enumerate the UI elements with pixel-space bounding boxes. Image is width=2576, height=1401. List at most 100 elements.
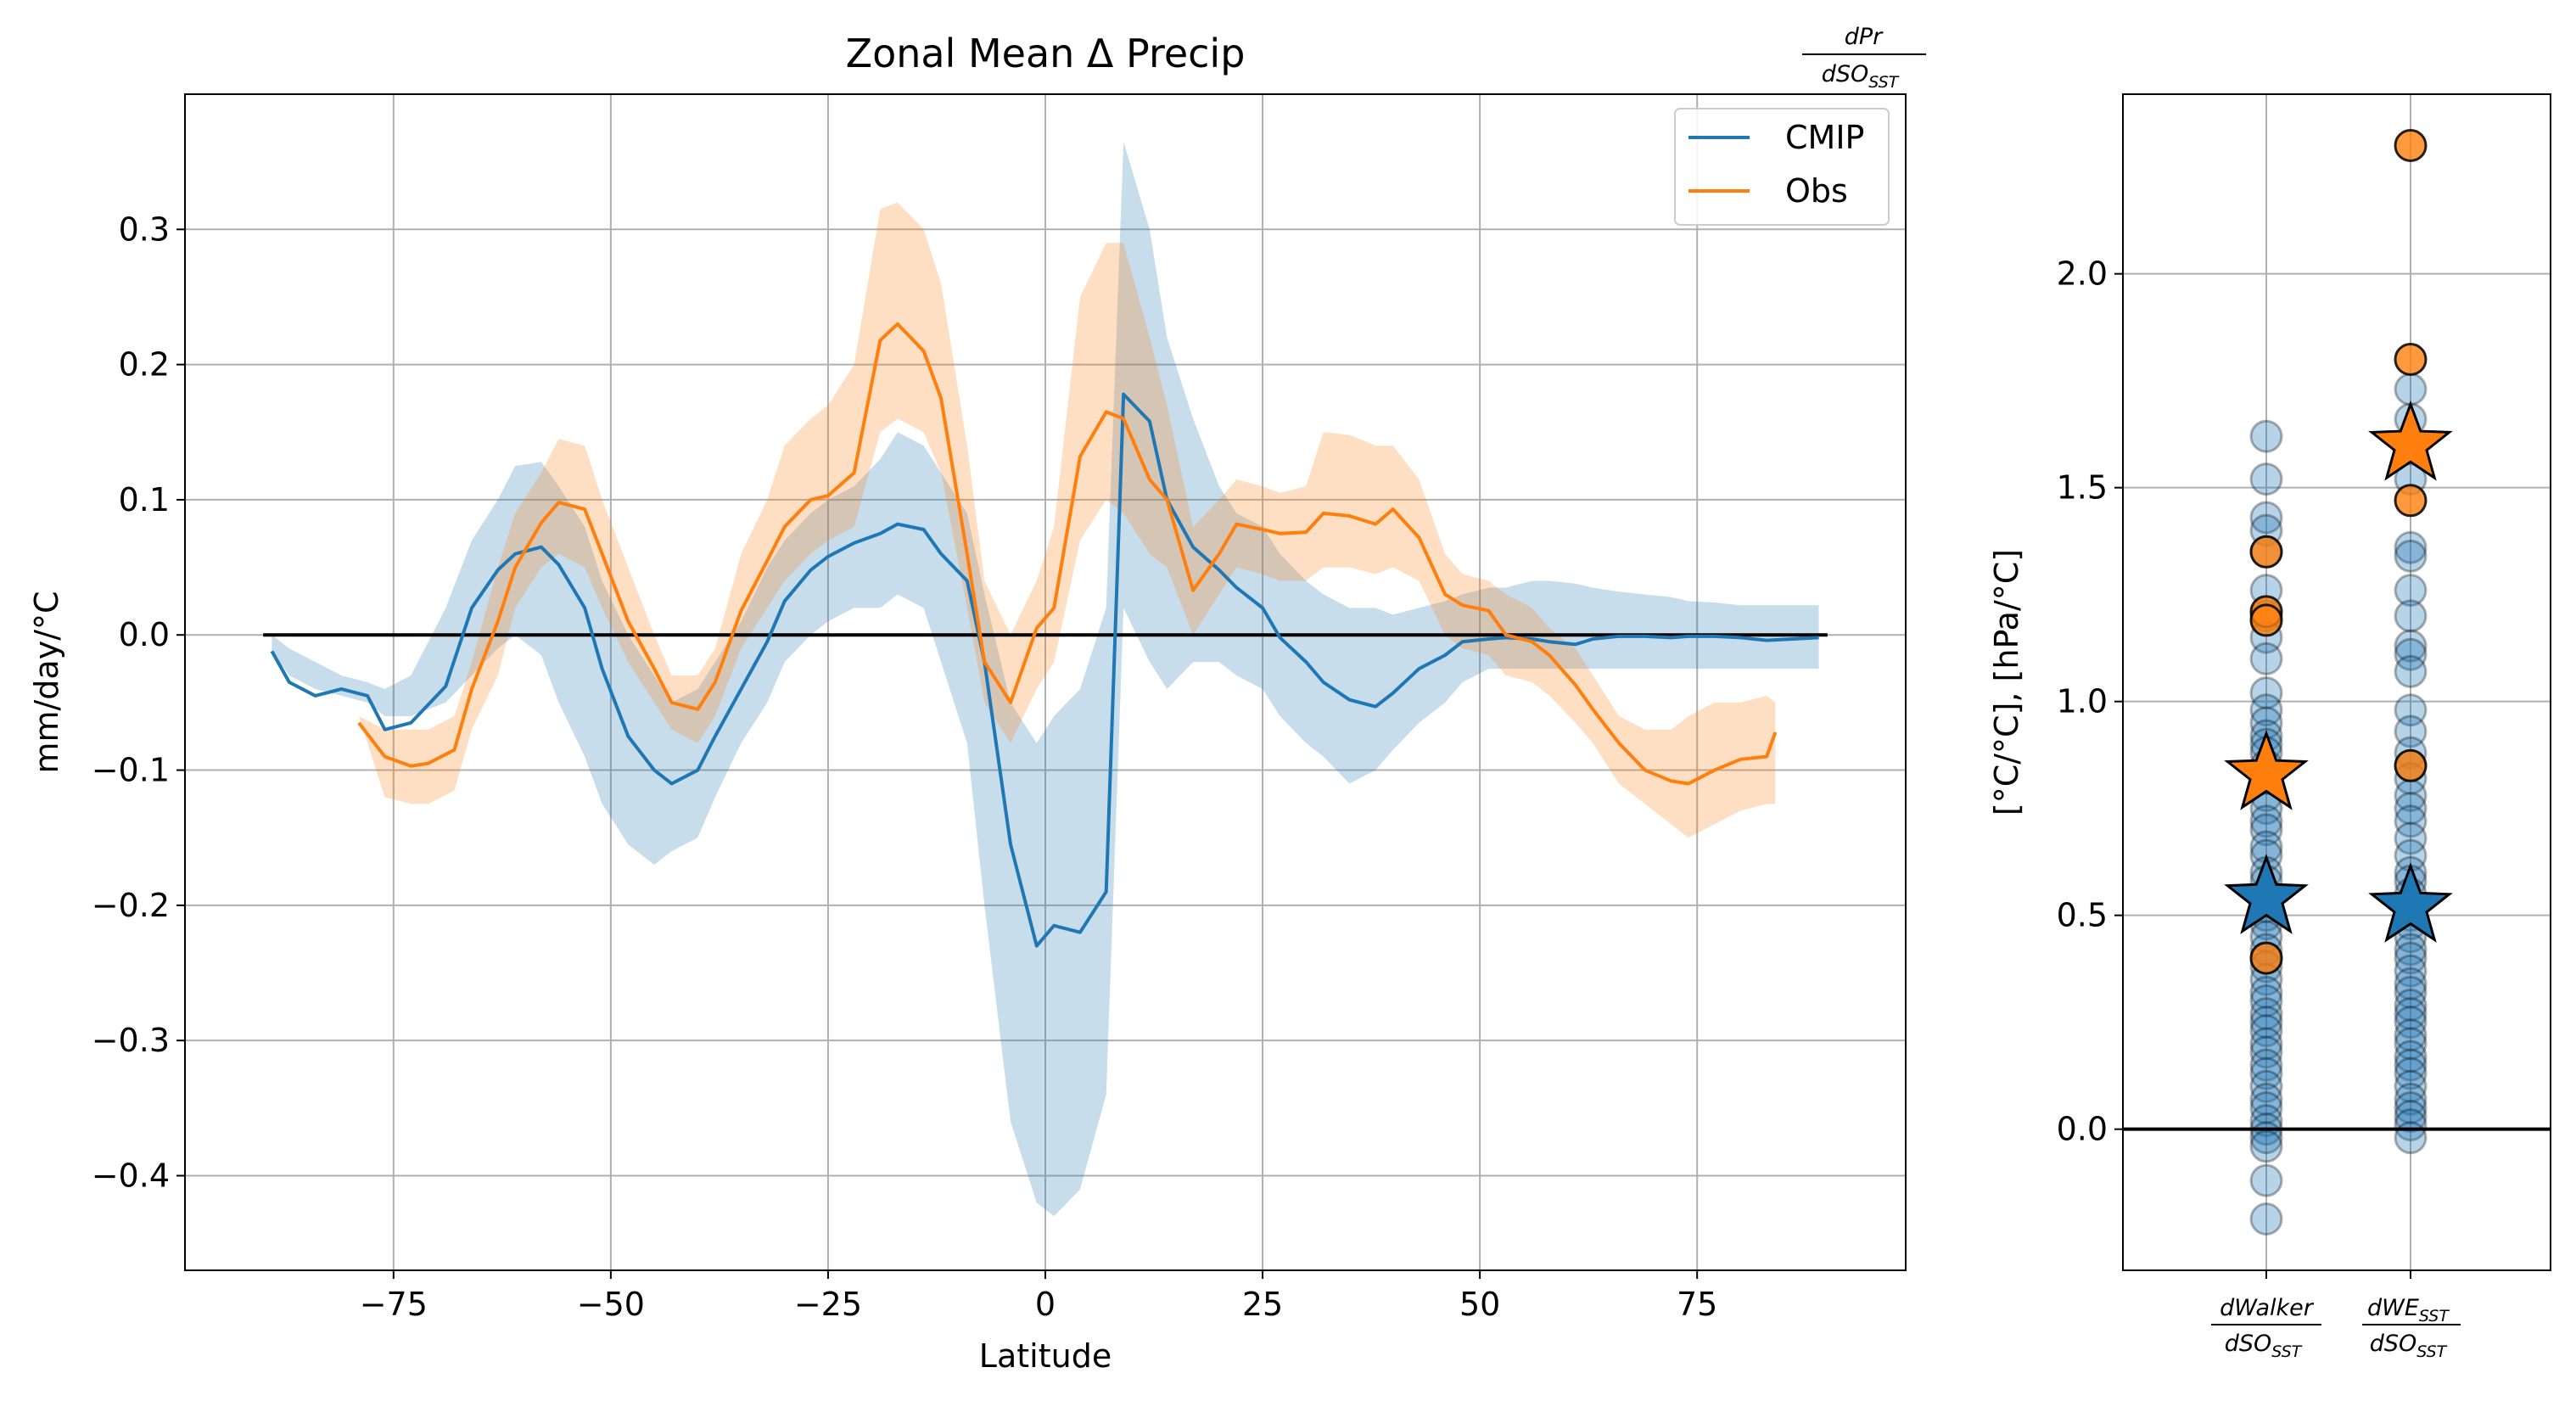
category-we-den-main: dSO [2370, 1331, 2417, 1357]
point-cmip-1-8 [2394, 637, 2428, 671]
point-cmip-1-38 [2394, 1048, 2428, 1082]
left-y-tick-label-7: 0.3 [119, 210, 170, 248]
left-y-tick-label-0: −0.4 [92, 1157, 170, 1194]
point-cmip-0-20 [2249, 813, 2283, 847]
legend-label-cmip: CMIP [1785, 119, 1864, 156]
point-cmip-1-37 [2394, 1040, 2428, 1073]
point-cmip-0-10 [2249, 693, 2283, 727]
point-cmip-1-29 [2394, 954, 2428, 988]
point-cmip-0-38 [2249, 1014, 2283, 1048]
point-cmip-0-44 [2249, 1082, 2283, 1116]
corner-fraction-numerator: dPr [1845, 24, 1884, 50]
right-y-tick-label-2: 1.0 [2057, 683, 2108, 720]
right-plot-frame [2122, 93, 2551, 1271]
point-cmip-0-40 [2249, 1035, 2283, 1069]
category-walker-denominator: dSOSST [2225, 1331, 2303, 1361]
left-x-tick-label-5: 50 [1459, 1286, 1500, 1323]
category-we-num-sub: SST [2419, 1307, 2450, 1325]
right-y-tick-label-1: 0.5 [2057, 897, 2108, 934]
point-cmip-1-27 [2394, 933, 2428, 967]
point-cmip-1-28 [2394, 941, 2428, 975]
point-cmip-0-36 [2249, 997, 2283, 1031]
point-cmip-0-35 [2249, 984, 2283, 1017]
right-mean-stars [2224, 400, 2453, 943]
point-cmip-1-0 [2394, 373, 2428, 406]
point-cmip-1-9 [2394, 654, 2428, 688]
left-series-lines [263, 322, 1828, 948]
left-y-tick-label-5: 0.1 [119, 481, 170, 518]
point-cmip-1-4 [2394, 539, 2428, 573]
point-cmip-1-18 [2394, 821, 2428, 855]
corner-fraction-denominator: dSOSST [1822, 61, 1900, 92]
left-y-ticks: −0.4 −0.3 −0.2 −0.1 0.0 0.1 0.2 0.3 [92, 210, 185, 1194]
point-obs-1-1 [2394, 342, 2428, 376]
point-cmip-0-2 [2249, 501, 2283, 535]
left-x-tick-label-1: −50 [577, 1286, 645, 1323]
point-cmip-0-41 [2249, 1048, 2283, 1082]
category-walker-den-sub: SST [2271, 1342, 2302, 1361]
band-obs [358, 202, 1776, 838]
left-y-tick-label-2: −0.2 [92, 887, 170, 924]
right-y-tick-label-3: 1.5 [2057, 469, 2108, 507]
category-walker-numerator: dWalker [2220, 1295, 2315, 1321]
point-obs-1-3 [2394, 484, 2428, 518]
point-cmip-0-34 [2249, 975, 2283, 1009]
category-label-walker: dWalker dSOSST [2211, 1295, 2321, 1361]
mean-star-cmip-0 [2224, 854, 2309, 934]
point-cmip-1-40 [2394, 1069, 2428, 1103]
left-y-tick-label-6: 0.2 [119, 346, 170, 384]
left-y-tick-label-4: 0.0 [119, 616, 170, 653]
left-x-axis-label: Latitude [979, 1337, 1112, 1375]
point-cmip-1-36 [2394, 1027, 2428, 1061]
point-cmip-1-10 [2394, 693, 2428, 727]
point-cmip-0-18 [2249, 792, 2283, 826]
point-cmip-1-7 [2394, 629, 2428, 663]
point-cmip-1-6 [2394, 599, 2428, 633]
category-we-numerator: dWESST [2367, 1295, 2450, 1325]
line-obs [357, 322, 1778, 786]
category-we-num-main: dWE [2367, 1295, 2419, 1321]
point-cmip-1-30 [2394, 967, 2428, 1000]
point-cmip-1-39 [2394, 1056, 2428, 1090]
point-obs-0-3 [2249, 941, 2283, 975]
line-cmip [270, 392, 1819, 948]
point-cmip-1-42 [2394, 1090, 2428, 1124]
left-x-tick-label-2: −25 [794, 1286, 862, 1323]
point-cmip-1-11 [2394, 715, 2428, 748]
point-cmip-1-35 [2394, 1018, 2428, 1052]
point-cmip-0-42 [2249, 1056, 2283, 1090]
point-cmip-1-44 [2394, 1108, 2428, 1142]
point-cmip-1-3 [2394, 530, 2428, 564]
category-we-den-sub: SST [2416, 1342, 2447, 1361]
right-grid [2123, 94, 2551, 1270]
point-cmip-0-37 [2249, 1006, 2283, 1040]
point-cmip-1-31 [2394, 975, 2428, 1009]
mean-star-obs-0 [2224, 730, 2309, 810]
point-cmip-0-39 [2249, 1027, 2283, 1061]
legend: CMIP Obs [1674, 108, 1890, 226]
point-cmip-1-45 [2394, 1121, 2428, 1155]
point-obs-1-4 [2394, 748, 2428, 782]
corner-fraction-den-sub: SST [1868, 73, 1899, 92]
left-x-tick-label-4: 25 [1242, 1286, 1283, 1323]
band-cmip [272, 141, 1819, 1217]
point-cmip-1-34 [2394, 1006, 2428, 1040]
point-obs-1-0 [2394, 128, 2428, 162]
point-obs-0-2 [2249, 603, 2283, 637]
left-y-tick-label-1: −0.3 [92, 1022, 170, 1059]
category-walker-den-main: dSO [2225, 1331, 2272, 1357]
point-cmip-1-43 [2394, 1100, 2428, 1134]
point-cmip-0-0 [2249, 419, 2283, 453]
right-y-axis-label: [°C/°C], [hPa/°C] [1988, 549, 2025, 815]
category-we-denominator: dSOSST [2370, 1331, 2448, 1361]
left-x-tick-label-6: 75 [1677, 1286, 1717, 1323]
point-cmip-1-17 [2394, 804, 2428, 838]
sensitivity-scatter-chart: 0.0 0.5 1.0 1.5 2.0 [°C/°C], [hPa/°C] dWalke… [1988, 93, 2551, 1361]
mean-star-cmip-1 [2368, 862, 2453, 943]
point-cmip-1-32 [2394, 989, 2428, 1023]
point-cmip-0-45 [2249, 1090, 2283, 1124]
point-cmip-0-43 [2249, 1069, 2283, 1103]
point-cmip-1-33 [2394, 997, 2428, 1031]
corner-fraction-den-main: dSO [1822, 61, 1869, 87]
